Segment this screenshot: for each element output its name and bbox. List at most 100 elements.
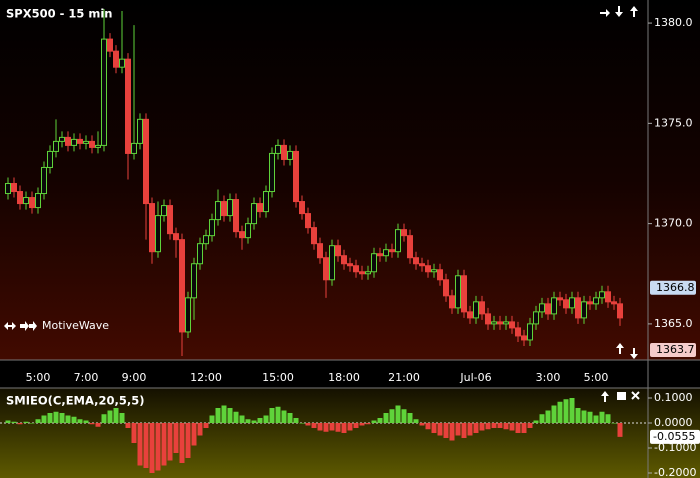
value-tag-label: -0.0555 bbox=[653, 430, 695, 443]
price-tag-label: 1363.7 bbox=[656, 343, 695, 356]
candle-body bbox=[581, 301, 587, 319]
candle-body bbox=[71, 138, 77, 146]
histogram-bar bbox=[59, 413, 65, 423]
y-tick-label: 1375.0 bbox=[654, 116, 693, 129]
x-tick-label: 7:00 bbox=[74, 371, 99, 384]
candle-body bbox=[167, 205, 173, 235]
histogram-bar bbox=[155, 423, 161, 471]
histogram-bar bbox=[551, 405, 557, 423]
candle-body bbox=[197, 243, 203, 265]
candle-body bbox=[377, 253, 383, 257]
candle-body bbox=[47, 150, 53, 168]
indicator-panel bbox=[0, 388, 700, 478]
down-icon[interactable] bbox=[630, 348, 638, 359]
histogram-bar bbox=[539, 414, 545, 423]
candle-body bbox=[89, 140, 95, 148]
candle-body bbox=[605, 291, 611, 303]
candle-body bbox=[239, 231, 245, 239]
candle-body bbox=[101, 38, 107, 146]
histogram-bar bbox=[587, 411, 593, 423]
histogram-bar bbox=[569, 398, 575, 423]
candle-body bbox=[245, 223, 251, 239]
histogram-bar bbox=[17, 423, 23, 425]
candle-body bbox=[305, 213, 311, 229]
histogram-bar bbox=[275, 406, 281, 423]
candle-body bbox=[599, 291, 605, 299]
candle-body bbox=[65, 136, 71, 146]
histogram-bar bbox=[461, 423, 467, 438]
move-up-icon[interactable] bbox=[601, 391, 609, 402]
candle-body bbox=[569, 297, 575, 309]
histogram-bar bbox=[227, 408, 233, 423]
histogram-bar bbox=[221, 405, 227, 423]
candle-body bbox=[425, 265, 431, 273]
histogram-bar bbox=[287, 413, 293, 423]
histogram-bar bbox=[365, 423, 371, 425]
histogram-bar bbox=[545, 410, 551, 423]
candle-body bbox=[485, 313, 491, 325]
candle-body bbox=[311, 227, 317, 245]
histogram-bar bbox=[395, 405, 401, 423]
histogram-bar bbox=[71, 416, 77, 423]
x-tick-label: 15:00 bbox=[262, 371, 294, 384]
scroll-end-icon[interactable] bbox=[20, 321, 37, 331]
histogram-bar bbox=[455, 423, 461, 436]
candle-body bbox=[431, 269, 437, 273]
candle-body bbox=[521, 335, 527, 341]
candle-body bbox=[551, 297, 557, 315]
histogram-bar bbox=[5, 420, 11, 423]
histogram-bar bbox=[485, 423, 491, 430]
candle-body bbox=[533, 311, 539, 325]
histogram-bar bbox=[431, 423, 437, 433]
candle-body bbox=[203, 235, 209, 245]
histogram-bar bbox=[113, 408, 119, 423]
candle-body bbox=[509, 321, 515, 329]
histogram-bar bbox=[557, 401, 563, 423]
nav-icons[interactable] bbox=[4, 6, 640, 402]
histogram-bar bbox=[347, 423, 353, 431]
histogram-bar bbox=[335, 423, 341, 432]
candle-body bbox=[455, 275, 461, 309]
histogram-bar bbox=[413, 419, 419, 423]
close-icon[interactable] bbox=[631, 391, 640, 400]
watermark: MotiveWave bbox=[42, 319, 109, 332]
candle-body bbox=[593, 297, 599, 305]
up-icon[interactable] bbox=[630, 6, 638, 17]
histogram-bar bbox=[101, 414, 107, 423]
histogram-bar bbox=[161, 423, 167, 466]
histogram-bar bbox=[299, 423, 305, 424]
histogram-bar bbox=[317, 423, 323, 431]
x-tick-label: 3:00 bbox=[536, 371, 561, 384]
histogram-bar bbox=[179, 423, 185, 463]
down-icon[interactable] bbox=[615, 6, 623, 17]
histogram-bar bbox=[215, 408, 221, 423]
zoom-icon[interactable] bbox=[4, 322, 16, 330]
candle-body bbox=[401, 229, 407, 237]
candle-body bbox=[341, 255, 347, 265]
histogram-bar bbox=[575, 408, 581, 423]
histogram-bar bbox=[47, 413, 53, 423]
histogram-bar bbox=[443, 423, 449, 438]
histogram-bar bbox=[593, 415, 599, 423]
candle-body bbox=[209, 219, 215, 237]
candle-body bbox=[557, 297, 563, 301]
candle-body bbox=[5, 183, 11, 195]
scroll-right-icon[interactable] bbox=[600, 9, 610, 17]
time-axis-band bbox=[0, 360, 700, 388]
histogram-bar bbox=[473, 423, 479, 433]
histogram-bar bbox=[401, 409, 407, 423]
candle-body bbox=[587, 301, 593, 305]
candle-body bbox=[491, 321, 497, 325]
histogram-bar bbox=[137, 423, 143, 466]
candle-body bbox=[365, 271, 371, 275]
candle-body bbox=[329, 245, 335, 281]
y-tick-label: -0.1000 bbox=[654, 441, 696, 454]
settings-icon[interactable] bbox=[617, 392, 626, 400]
up-icon[interactable] bbox=[616, 343, 624, 354]
histogram-bar bbox=[233, 411, 239, 423]
candle-body bbox=[173, 233, 179, 241]
histogram-bar bbox=[203, 423, 209, 428]
candle-body bbox=[515, 327, 521, 337]
candle-body bbox=[125, 58, 131, 154]
candle-body bbox=[161, 205, 167, 217]
